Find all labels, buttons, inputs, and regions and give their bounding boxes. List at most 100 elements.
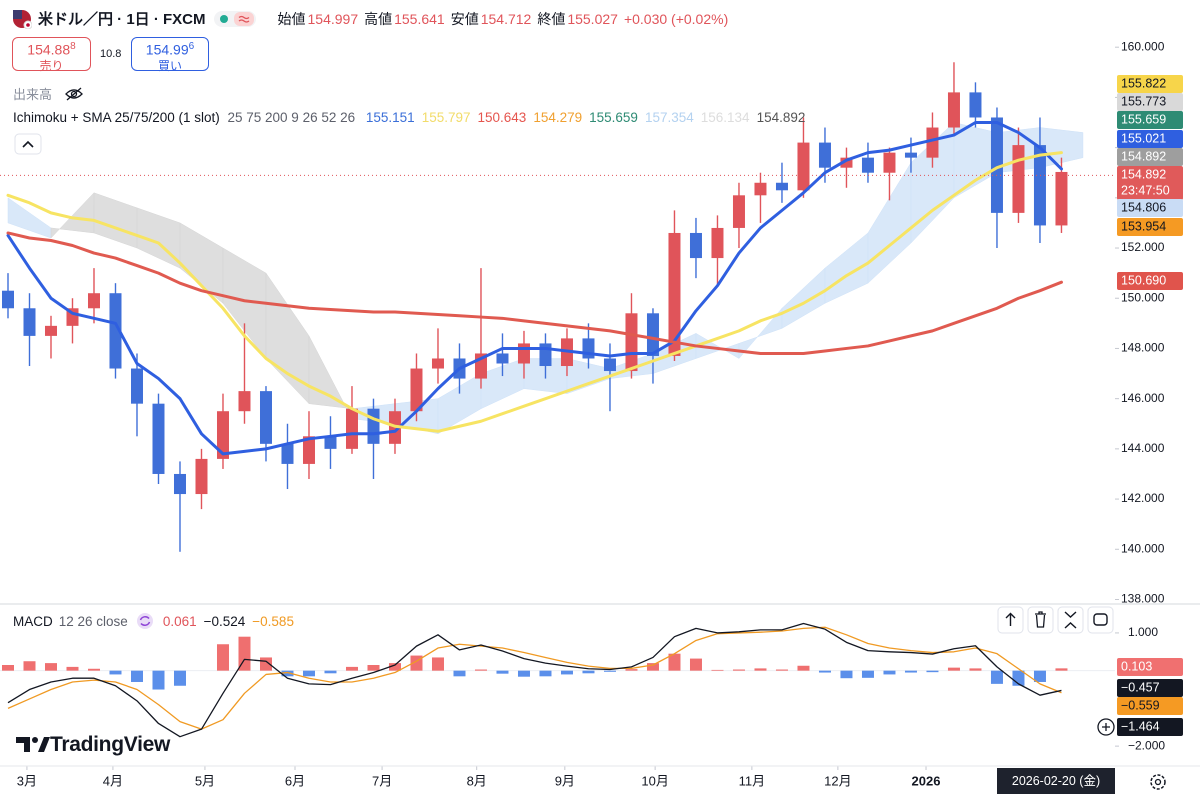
- y-tick-label: 144.000: [1121, 441, 1165, 455]
- candle-body: [797, 142, 810, 191]
- candle-body: [1012, 145, 1025, 213]
- ohlc-label: 安値: [450, 10, 479, 27]
- buy-button[interactable]: 154.996 買い: [131, 37, 209, 73]
- candle-body: [990, 117, 1003, 213]
- candle-body: [689, 232, 702, 259]
- price-label: −0.559: [1121, 698, 1160, 712]
- trash-icon: [1035, 611, 1046, 628]
- candle-body: [23, 308, 36, 336]
- indicator-name[interactable]: Ichimoku + SMA 25/75/200 (1 slot): [13, 110, 220, 125]
- macd-pane: 1.000 −2.000 0.103 −0.457 −0.559 −1.464: [0, 622, 1183, 752]
- gear-icon[interactable]: [1150, 774, 1166, 790]
- maximize-button[interactable]: [1087, 606, 1114, 634]
- histogram-bar: [775, 669, 788, 671]
- histogram-bar: [560, 670, 573, 675]
- histogram-bar: [431, 657, 444, 671]
- candle-body: [947, 92, 960, 128]
- histogram-bar: [453, 670, 466, 677]
- candle-body: [1033, 145, 1046, 226]
- histogram-bar: [539, 670, 552, 677]
- price-label: 155.773: [1121, 94, 1166, 108]
- hide-icon[interactable]: [64, 87, 84, 101]
- logo-icon: [16, 737, 50, 752]
- ohlc-value: 154.712: [480, 10, 532, 27]
- price-label: −0.457: [1121, 680, 1160, 694]
- sell-button[interactable]: 154.888 売り: [12, 37, 91, 73]
- moving-average: [6, 151, 1063, 433]
- delete-button[interactable]: [1027, 606, 1054, 634]
- sell-price: 154.88: [27, 41, 71, 58]
- price-label-bg: [1117, 697, 1183, 715]
- x-tick-label: 4月: [103, 773, 123, 788]
- y-tick-label: 138.000: [1121, 592, 1165, 606]
- candle-body: [496, 353, 509, 364]
- add-button[interactable]: [1097, 718, 1115, 736]
- price-label: 155.659: [1121, 112, 1166, 126]
- histogram-bar: [646, 663, 659, 671]
- plus-icon: [1102, 723, 1110, 731]
- macd-params: 12 26 close: [58, 613, 128, 629]
- histogram-bar: [87, 668, 100, 671]
- histogram-bar: [1055, 668, 1068, 671]
- histogram-bar: [517, 670, 530, 677]
- ohlc-label: 高値: [364, 10, 393, 27]
- y-tick-label: −2.000: [1128, 738, 1165, 752]
- histogram-bar: [732, 669, 745, 671]
- flag-jp-dot: [26, 22, 30, 27]
- histogram-bar: [990, 670, 1003, 684]
- price-label: 154.892: [1121, 149, 1166, 163]
- x-tick-label: 11月: [739, 773, 766, 788]
- status-badges: [213, 10, 256, 27]
- price-label: 154.892: [1121, 167, 1166, 181]
- moving-average: [6, 121, 1063, 456]
- macd-value: −0.524: [203, 613, 246, 629]
- candle-body: [926, 127, 939, 158]
- candle-body: [603, 358, 616, 372]
- pane-toolbar: [997, 606, 1114, 634]
- delay-badge: [233, 11, 254, 26]
- candle-body: [130, 368, 143, 404]
- histogram-bar: [1, 665, 14, 671]
- ohlc-label: 終値: [537, 10, 566, 27]
- x-tick-label: 2026: [912, 773, 941, 788]
- wave-icon: [238, 15, 249, 23]
- price-label-bg: [1117, 218, 1183, 236]
- histogram-bar: [66, 666, 79, 671]
- x-tick-label: 10月: [641, 773, 668, 788]
- candle-body: [44, 325, 57, 336]
- indicator-value: 155.151: [365, 110, 415, 125]
- y-tick-label: 1.000: [1128, 625, 1158, 639]
- settings-button[interactable]: [1150, 774, 1166, 790]
- candle-body: [431, 358, 444, 369]
- macd-title[interactable]: MACD: [13, 613, 53, 629]
- histogram-bar: [388, 663, 401, 671]
- collapse-button[interactable]: [14, 133, 42, 155]
- candle-body: [302, 436, 315, 464]
- histogram-bar: [173, 670, 186, 686]
- market-open-dot: [219, 14, 228, 23]
- flag-icon: [13, 9, 32, 29]
- collapse-button-bg[interactable]: [14, 133, 42, 155]
- price-label-bg: [1117, 272, 1183, 290]
- macd-legend: MACD 12 26 close 0.061 −0.524 −0.585: [13, 612, 294, 630]
- indicator-value: 155.797: [421, 110, 471, 125]
- price-label: 155.021: [1121, 131, 1166, 145]
- arrow-up-icon: [1005, 612, 1016, 626]
- chevron-icon: [22, 140, 34, 148]
- volume-indicator: 出来高: [13, 84, 84, 103]
- symbol-title[interactable]: 米ドル／円 · 1日 · FXCM: [38, 11, 206, 28]
- histogram-bar: [883, 670, 896, 675]
- candle-body: [582, 338, 595, 359]
- cursor-date: 2026-02-20 (金): [997, 768, 1115, 794]
- buy-label: 買い: [157, 58, 182, 73]
- x-tick-label: 12月: [824, 773, 851, 788]
- candle-body: [668, 232, 681, 356]
- histogram-bar: [216, 644, 229, 671]
- candle-body: [539, 343, 552, 367]
- collapse-pane-button[interactable]: [1057, 606, 1084, 634]
- histogram-bar: [367, 665, 380, 671]
- indicator-value: 150.643: [477, 110, 527, 125]
- histogram-bar: [281, 670, 294, 677]
- candle-body: [410, 368, 423, 412]
